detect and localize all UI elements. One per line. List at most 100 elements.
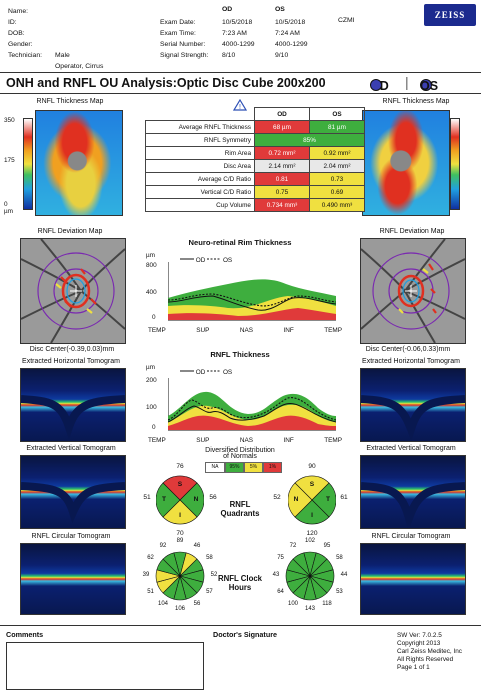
rnfl-y-tick: 200	[146, 377, 157, 384]
rnfl-x-ticks: TEMP SUP NAS INF TEMP	[148, 437, 342, 444]
dob-label: DOB:	[8, 30, 25, 37]
col-os: OS	[309, 107, 365, 121]
od-horizontal-tomogram-title: Extracted Horizontal Tomogram	[22, 358, 120, 365]
od-vertical-tomogram-title: Extracted Vertical Tomogram	[26, 445, 116, 452]
exam-time-label: Exam Time:	[160, 30, 196, 37]
clock-hour-value: 57	[206, 589, 213, 595]
clock-hour-value: 104	[157, 601, 168, 608]
clock-hour-value: 106	[174, 606, 185, 612]
rnfl-y-tick: 100	[146, 404, 157, 411]
clock-hour-value: 53	[336, 589, 343, 595]
table-row: Disc Area 2.14 mm² 2.04 mm²	[145, 159, 365, 173]
od-thickness-map	[35, 110, 123, 216]
od-quadrant-n-value: 56	[209, 494, 217, 501]
clock-hour-value: 92	[159, 542, 167, 549]
os-thickness-map	[362, 110, 450, 216]
technician-label: Technician:	[8, 52, 43, 59]
clock-hour-value: 118	[322, 601, 332, 608]
zeiss-logo: ZEISS	[424, 4, 476, 26]
os-quadrant-t-letter: T	[325, 496, 331, 503]
gender-value: Male	[55, 52, 70, 59]
rnfl-chart-plot	[168, 378, 336, 431]
os-vertical-tomogram	[360, 455, 466, 532]
od-eye-icon	[370, 79, 382, 91]
distribution-legend-title: Diversified Distribution of Normals	[205, 447, 275, 460]
rim-y-tick: 0	[152, 314, 156, 321]
clock-hour-value: 43	[272, 572, 280, 578]
rim-chart-unit: µm	[146, 252, 156, 259]
quadrants-label: RNFL Quadrants	[220, 500, 260, 518]
rim-chart-plot	[168, 262, 336, 321]
clock-hour-value: 64	[277, 589, 284, 595]
os-quadrant-n-letter: N	[293, 496, 299, 503]
rnfl-y-tick: 0	[152, 424, 156, 431]
clock-hours-label: RNFL Clock Hours	[217, 574, 263, 592]
os-circular-tomogram	[360, 543, 466, 615]
clock-hour-value: 62	[147, 555, 154, 561]
table-row: Cup Volume 0.734 mm³ 0.490 mm³	[145, 198, 365, 212]
clock-sector	[292, 552, 311, 578]
rim-chart-legend: OD OS	[180, 257, 233, 264]
metrics-table: OD OS Average RNFL Thickness 68 µm 81 µm…	[145, 107, 365, 212]
patient-values: Male Operator, Cirrus	[55, 50, 103, 72]
rnfl-chart-unit: µm	[146, 364, 156, 371]
rim-chart-title: Neuro-retinal Rim Thickness	[188, 238, 292, 247]
os-thickness-color-scale	[450, 118, 460, 210]
thickness-color-scale	[23, 118, 33, 210]
table-row: Vertical C/D Ratio 0.75 0.69	[145, 185, 365, 199]
clock-hour-value: 95	[323, 542, 331, 549]
os-quadrant-chart	[288, 475, 336, 525]
os-eye-icon	[420, 79, 432, 91]
od-horizontal-tomogram	[20, 368, 126, 442]
od-disc-center: Disc Center(-0.39,0.03)mm	[29, 346, 115, 353]
od-circular-tomogram	[20, 543, 126, 615]
clock-hour-value: 56	[193, 601, 201, 608]
os-quadrant-n-value: 52	[273, 494, 281, 501]
warning-icon: !	[232, 98, 248, 111]
signal-strength-label: Signal Strength:	[160, 52, 209, 59]
distribution-legend: NA 95% 5% 1%	[205, 462, 282, 473]
od-exam-values: 10/5/2018 7:23 AM 4000-1299 8/10	[222, 19, 255, 59]
patient-labels: Name: ID: DOB: Gender: Technician:	[8, 6, 42, 61]
os-disc-center: Disc Center(-0.06,0.33)mm	[365, 346, 451, 353]
os-horizontal-tomogram-title: Extracted Horizontal Tomogram	[362, 358, 460, 365]
os-vertical-tomogram-title: Extracted Vertical Tomogram	[366, 445, 456, 452]
od-quadrant-chart	[156, 475, 204, 525]
os-circular-tomogram-title: RNFL Circular Tomogram	[371, 533, 451, 540]
os-clock-chart	[285, 551, 335, 601]
od-circular-tomogram-title: RNFL Circular Tomogram	[31, 533, 111, 540]
footer: Comments Doctor's Signature SW Ver: 7.0.…	[0, 625, 481, 691]
clock-hour-value: 58	[206, 555, 213, 561]
exam-labels: Exam Date: Exam Time: Serial Number: Sig…	[160, 6, 208, 61]
comments-box[interactable]	[6, 642, 204, 690]
os-thickness-map-title: RNFL Thickness Map	[382, 98, 450, 105]
czmi-label: CZMI	[338, 17, 355, 24]
col-od: OD	[254, 107, 310, 121]
od-quadrant-i-value: 70	[176, 530, 184, 537]
svg-text:!: !	[239, 104, 241, 111]
os-quadrant-t-value: 61	[340, 494, 348, 501]
od-deviation-map	[20, 238, 126, 344]
os-deviation-map-title: RNFL Deviation Map	[379, 228, 445, 235]
od-quadrant-s-value: 76	[176, 463, 184, 470]
software-info: SW Ver: 7.0.2.5 Copyright 2013 Carl Zeis…	[397, 632, 462, 671]
od-quadrant-t-letter: T	[161, 496, 167, 503]
name-label: Name:	[8, 8, 29, 15]
od-header: OD	[222, 6, 233, 13]
os-horizontal-tomogram	[360, 368, 466, 442]
od-vertical-tomogram	[20, 455, 126, 529]
od-quadrant-i-letter: I	[179, 512, 181, 519]
technician-value: Operator, Cirrus	[55, 63, 104, 70]
od-quadrant-n-letter: N	[193, 496, 199, 503]
clock-hour-value: 89	[176, 538, 184, 544]
clock-hour-value: 75	[277, 555, 284, 561]
clock-hour-value: 72	[289, 542, 297, 549]
od-deviation-map-title: RNFL Deviation Map	[37, 228, 103, 235]
os-quadrant-i-value: 120	[306, 530, 318, 537]
od-quadrant-t-value: 51	[143, 494, 151, 501]
clock-hour-value: 44	[340, 572, 348, 578]
clock-hour-value: 52	[210, 572, 218, 578]
comments-label: Comments	[6, 630, 44, 639]
os-header: OS	[275, 6, 285, 13]
os-deviation-map	[360, 238, 466, 344]
